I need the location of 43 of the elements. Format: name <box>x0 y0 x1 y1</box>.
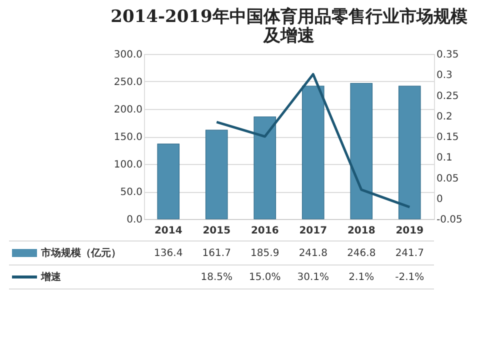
x-tick-label: 2016 <box>250 226 279 236</box>
y2-tick-label: 0.15 <box>436 132 459 143</box>
y-tick-label: 300.0 <box>114 50 142 60</box>
y2-tick-label: 0.3 <box>436 70 452 82</box>
data-label: 136.4 <box>154 248 183 259</box>
data-label: 18.5% <box>200 272 233 283</box>
x-tick-label: 2019 <box>396 226 424 236</box>
bar <box>205 130 228 220</box>
bar <box>350 82 373 220</box>
y-tick-label: 150.0 <box>114 132 142 143</box>
y2-tick-label: 0.35 <box>436 50 459 60</box>
y-tick-label: 250.0 <box>114 77 142 88</box>
line-series <box>215 72 411 208</box>
bar <box>254 116 276 220</box>
data-label: 246.8 <box>347 248 376 259</box>
x-tick-label: 2015 <box>202 226 231 236</box>
y2-tick-label: 0.05 <box>436 173 459 184</box>
bar <box>398 86 421 220</box>
y-tick-label: 0.0 <box>126 214 142 226</box>
data-label: 15.0% <box>248 272 281 283</box>
y-tick-label: 50.0 <box>120 187 142 198</box>
y2-tick-label: -0.05 <box>436 214 462 226</box>
data-label: 241.7 <box>395 248 424 259</box>
y-tick-label: 100.0 <box>114 160 142 170</box>
x-tick-label: 2017 <box>299 226 328 236</box>
x-tick-label: 2018 <box>347 226 376 236</box>
y2-tick-label: 0.2 <box>436 111 452 122</box>
legend-label: 增速 <box>40 271 62 283</box>
y2-tick-label: 0.25 <box>436 90 459 102</box>
data-label: -2.1% <box>395 272 424 283</box>
data-label: 30.1% <box>297 272 330 283</box>
chart-title: 2014-2019年中国体育用品零售行业市场规模及增速 <box>110 6 468 46</box>
data-label: 161.7 <box>202 248 231 259</box>
y-tick-label: 200.0 <box>114 104 142 116</box>
data-label: 2.1% <box>348 272 374 283</box>
data-label: 185.9 <box>250 248 280 259</box>
data-label: 241.8 <box>298 248 328 259</box>
y2-tick-label: 0 <box>436 194 443 205</box>
bar <box>157 144 180 220</box>
legend-label: 市场规模（亿元） <box>40 247 121 259</box>
y2-tick-label: 0.1 <box>436 152 452 164</box>
bar <box>302 86 324 220</box>
x-tick-label: 2014 <box>154 226 182 236</box>
